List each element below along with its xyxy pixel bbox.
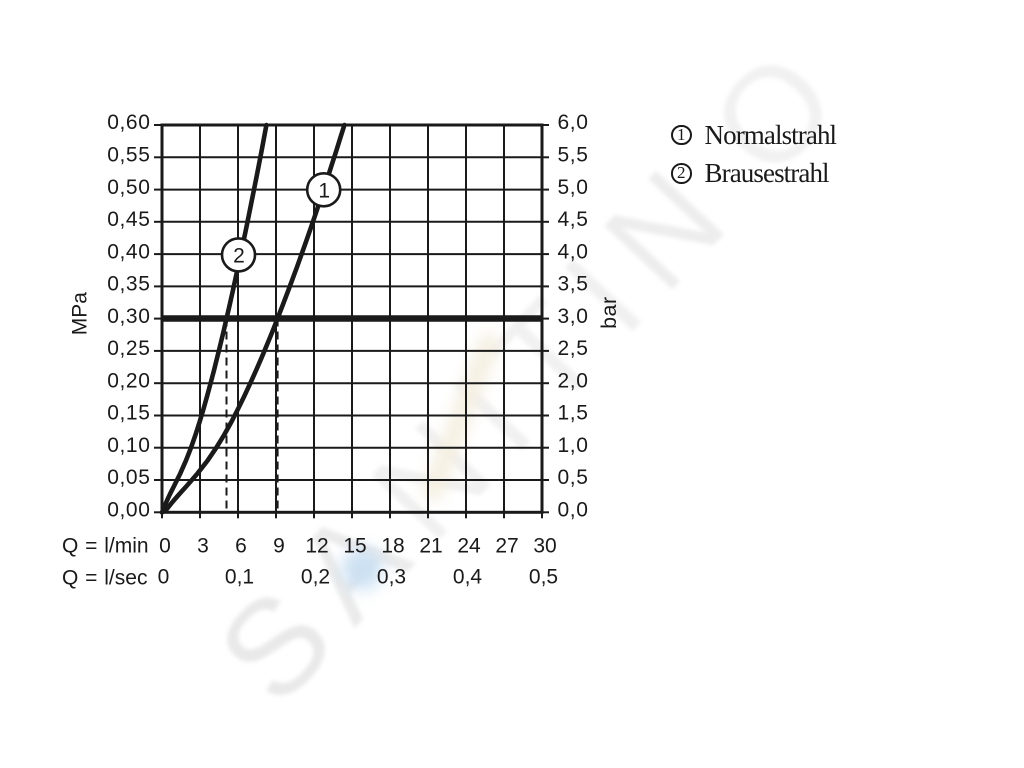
svg-text:Q = l/sec: Q = l/sec: [62, 567, 147, 590]
svg-text:0,5: 0,5: [558, 466, 589, 489]
svg-text:12: 12: [305, 535, 328, 558]
svg-text:0,20: 0,20: [107, 369, 150, 392]
svg-text:0: 0: [159, 535, 171, 558]
svg-text:9: 9: [273, 535, 285, 558]
svg-text:0,45: 0,45: [107, 208, 150, 231]
svg-text:0,05: 0,05: [107, 466, 150, 489]
svg-text:0,00: 0,00: [107, 499, 150, 522]
svg-text:0,55: 0,55: [107, 144, 150, 167]
svg-text:3,0: 3,0: [558, 305, 589, 328]
svg-text:0,2: 0,2: [301, 566, 330, 589]
svg-text:30: 30: [533, 535, 556, 558]
svg-text:Q = l/min: Q = l/min: [62, 535, 149, 558]
svg-text:2,5: 2,5: [558, 337, 589, 360]
svg-text:0,3: 0,3: [377, 566, 406, 589]
svg-text:6,0: 6,0: [558, 111, 589, 134]
svg-text:4,5: 4,5: [558, 208, 589, 231]
svg-text:0,15: 0,15: [107, 402, 150, 425]
svg-text:0,1: 0,1: [225, 566, 254, 589]
svg-text:15: 15: [343, 535, 366, 558]
svg-text:0,35: 0,35: [107, 273, 150, 296]
svg-text:1: 1: [318, 179, 330, 202]
svg-text:0,50: 0,50: [107, 176, 150, 199]
svg-text:18: 18: [381, 535, 404, 558]
svg-text:0,25: 0,25: [107, 337, 150, 360]
svg-text:0,30: 0,30: [107, 305, 150, 328]
svg-text:5,0: 5,0: [558, 176, 589, 199]
svg-text:1,0: 1,0: [558, 434, 589, 457]
svg-text:0,4: 0,4: [453, 566, 483, 589]
svg-text:0,5: 0,5: [529, 566, 558, 589]
svg-text:3: 3: [197, 535, 209, 558]
svg-text:2: 2: [233, 244, 245, 267]
svg-text:4,0: 4,0: [558, 240, 589, 263]
svg-text:21: 21: [419, 535, 442, 558]
svg-text:1,5: 1,5: [558, 402, 589, 425]
svg-text:0,0: 0,0: [558, 499, 589, 522]
svg-text:0,10: 0,10: [107, 434, 150, 457]
svg-text:6: 6: [235, 535, 247, 558]
svg-text:bar: bar: [597, 296, 621, 329]
svg-text:2,0: 2,0: [558, 369, 589, 392]
svg-text:0,40: 0,40: [107, 240, 150, 263]
svg-text:5,5: 5,5: [558, 144, 589, 167]
svg-text:3,5: 3,5: [558, 273, 589, 296]
svg-text:24: 24: [457, 535, 481, 558]
svg-text:0: 0: [158, 566, 170, 589]
svg-text:MPa: MPa: [69, 292, 92, 336]
svg-text:0,60: 0,60: [107, 111, 150, 134]
svg-text:27: 27: [495, 535, 518, 558]
